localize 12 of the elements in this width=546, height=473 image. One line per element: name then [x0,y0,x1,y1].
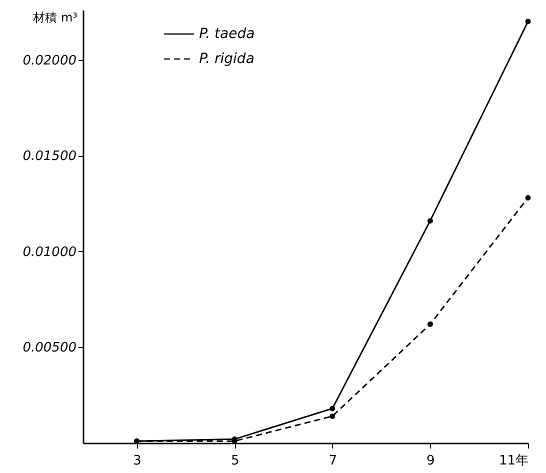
legend-label: P. rigida [199,51,254,67]
x-tick-label: 3 [133,454,142,468]
y-tick-label: 0.02000 [22,53,76,68]
y-tick-label: 0.00500 [22,340,76,356]
x-tick-label: 11年 [498,454,528,468]
y-tick-label: 0.01500 [22,149,76,164]
x-tick-label: 9 [426,454,435,468]
x-tick-label: 7 [328,454,338,468]
legend-label: P. taeda [199,26,255,42]
y-axis-title: 材積 m³ [32,10,78,24]
y-tick-label: 0.01000 [22,244,76,260]
x-tick-label: 5 [230,454,240,468]
